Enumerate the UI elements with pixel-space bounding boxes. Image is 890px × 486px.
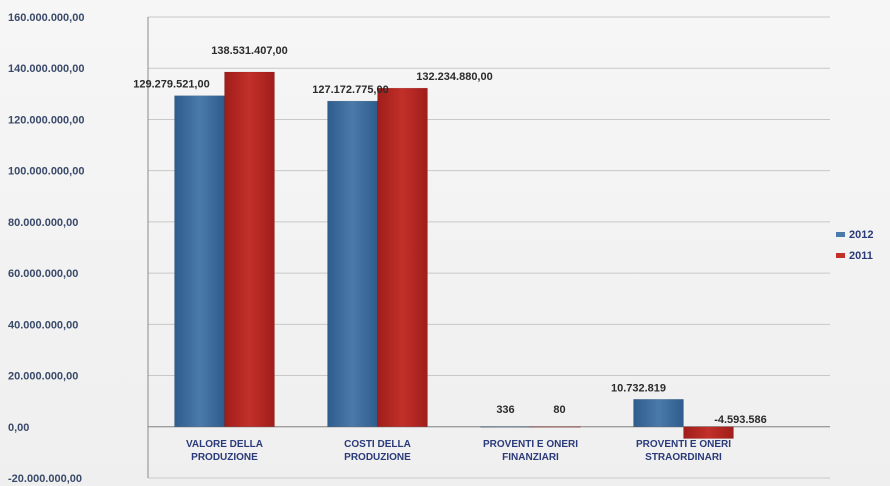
legend-swatch-2011	[836, 253, 845, 258]
legend-swatch-2012	[836, 232, 845, 237]
y-axis-tick-labels: 160.000.000,00 140.000.000,00 120.000.000,…	[8, 12, 84, 485]
y-tick-label-4: 80.000.000,00	[8, 217, 78, 229]
y-tick-label-7: 20.000.000,00	[8, 371, 78, 383]
bar-2011-1	[377, 87, 428, 428]
y-tick-label-2: 120.000.000,00	[8, 114, 84, 126]
data-label-2012-0: 129.279.521,00	[133, 79, 209, 91]
category-label-0-0: VALORE DELLA	[186, 439, 263, 450]
data-label-2012-2: 336	[496, 404, 514, 416]
y-tick-label-8: 0,00	[8, 422, 29, 434]
bar-2011-0	[224, 71, 275, 428]
category-label-3-0: PROVENTI E ONERI	[636, 439, 731, 450]
data-label-2011-0: 138.531.407,00	[211, 45, 287, 57]
data-label-2011-3: -4.593.586	[714, 414, 767, 426]
bar-2011-3	[683, 426, 734, 439]
bar-2012-1	[327, 100, 378, 428]
y-tick-label-3: 100.000.000,00	[8, 166, 84, 178]
bar-2012-0	[174, 95, 225, 428]
category-labels: VALORE DELLA PRODUZIONE COSTI DELLA PRODUZI…	[186, 439, 731, 463]
data-label-2011-2: 80	[553, 404, 565, 416]
category-label-1-0: COSTI DELLA	[344, 439, 411, 450]
data-labels: 129.279.521,00 138.531.407,00 127.172.775,…	[133, 45, 767, 426]
legend-label-2011: 2011	[849, 250, 873, 262]
category-label-1-1: PRODUZIONE	[344, 452, 411, 463]
y-tick-label-1: 140.000.000,00	[8, 63, 84, 75]
bar-2012-2	[480, 426, 531, 428]
category-label-2-1: FINANZIARI	[502, 452, 559, 463]
bar-2011-2	[530, 426, 581, 428]
y-tick-label-6: 40.000.000,00	[8, 319, 78, 331]
bar-2012-3	[633, 399, 684, 428]
data-label-2012-1: 127.172.775,00	[312, 84, 388, 96]
category-label-0-1: PRODUZIONE	[191, 452, 258, 463]
y-tick-label-0: 160.000.000,00	[8, 12, 84, 24]
data-label-2012-3: 10.732.819	[611, 382, 666, 394]
legend-label-2012: 2012	[849, 229, 873, 241]
legend: 2012 2011	[836, 229, 873, 262]
category-label-2-0: PROVENTI E ONERI	[483, 439, 578, 450]
y-tick-label-9: -20.000.000,00	[8, 473, 82, 485]
data-label-2011-1: 132.234.880,00	[416, 71, 492, 83]
bars	[174, 71, 734, 439]
category-label-3-1: STRAORDINARI	[645, 452, 722, 463]
y-tick-label-5: 60.000.000,00	[8, 268, 78, 280]
